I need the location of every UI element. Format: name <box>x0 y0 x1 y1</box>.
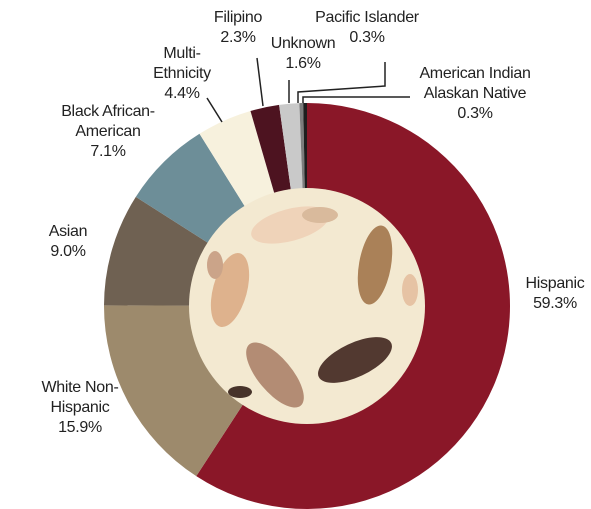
category-label: Black African-American <box>38 102 178 142</box>
value-label: 15.9% <box>20 418 140 438</box>
category-label: Multi-Ethnicity <box>150 44 214 84</box>
value-label: 1.6% <box>263 54 343 74</box>
category-label: Asian <box>28 222 108 242</box>
value-label: 0.3% <box>297 28 437 48</box>
category-label: Filipino <box>203 8 273 28</box>
value-label: 4.4% <box>150 84 214 104</box>
category-label: Hispanic <box>510 274 591 294</box>
value-label: 7.1% <box>38 142 178 162</box>
value-label: 59.3% <box>510 294 591 314</box>
category-label: Pacific Islander <box>297 8 437 28</box>
category-label: American Indian Alaskan Native <box>405 64 545 104</box>
category-label: White Non-Hispanic <box>20 378 140 418</box>
value-label: 0.3% <box>405 104 545 124</box>
value-label: 9.0% <box>28 242 108 262</box>
page: {"chart_data": {"type": "donut", "catego… <box>0 0 591 509</box>
